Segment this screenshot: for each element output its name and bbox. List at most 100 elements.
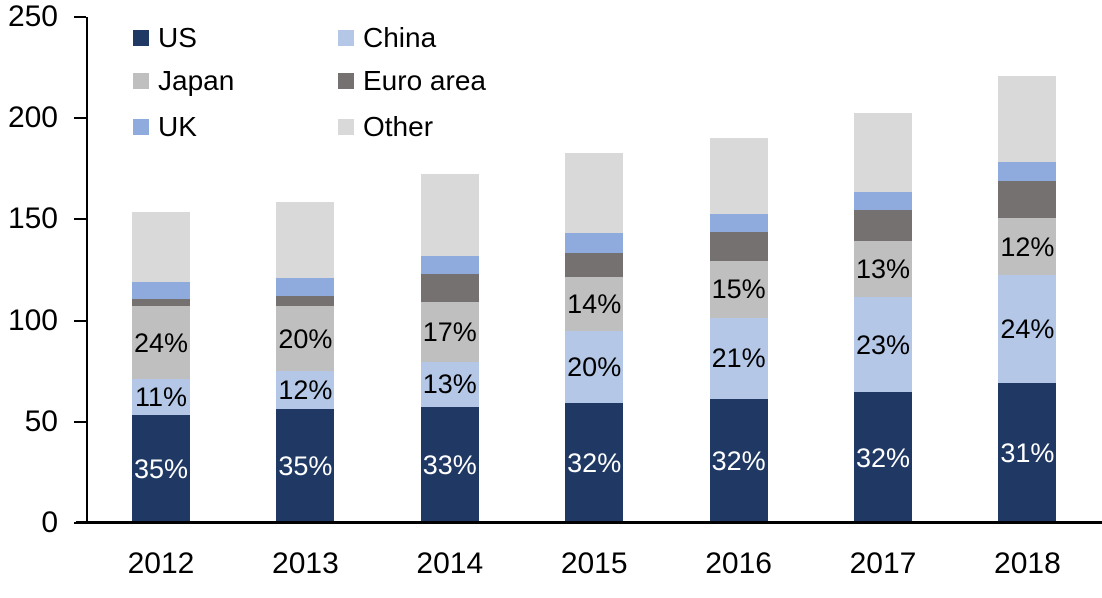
bar-segment-us-2017	[854, 392, 912, 523]
data-label-china-2015: 20%	[567, 351, 622, 382]
bar-segment-euro-area-2014	[420, 274, 479, 303]
x-axis-tick-label-2012: 2012	[127, 547, 195, 580]
data-label-japan-2016: 15%	[711, 274, 766, 305]
bar-segment-other-2014	[420, 173, 479, 256]
data-label-japan-2015: 14%	[567, 288, 622, 319]
bar-segment-us-2012	[132, 414, 190, 523]
bar-segment-uk-2015	[565, 232, 624, 253]
bar-2017	[854, 0, 912, 523]
x-axis-tick-label-2018: 2018	[994, 547, 1061, 580]
bar-segment-japan-2013	[276, 306, 335, 372]
bar-segment-china-2016	[709, 317, 768, 399]
chart-legend: US China Japan Euro area UK Other	[0, 0, 1102, 160]
legend-item-euro-area: Euro area	[338, 66, 558, 103]
x-axis-tick-label-2014: 2014	[416, 547, 484, 580]
bar-segment-china-2018	[998, 275, 1057, 384]
other-legend-swatch-icon	[338, 119, 354, 135]
data-label-us-2018: 31%	[1000, 438, 1055, 469]
bar-segment-uk-2013	[276, 278, 335, 297]
data-label-us-2015: 32%	[567, 447, 622, 478]
euro-area-legend-swatch-icon	[338, 73, 354, 89]
bar-segment-uk-2016	[709, 214, 768, 232]
x-axis-tick-label-2017: 2017	[849, 547, 917, 580]
bar-segment-japan-2015	[565, 277, 624, 331]
y-axis-line	[86, 17, 88, 523]
bar-segment-uk-2018	[998, 161, 1057, 181]
bar-2018	[998, 0, 1057, 523]
japan-legend-swatch-icon	[133, 73, 149, 89]
y-axis-tick	[74, 117, 86, 120]
data-label-japan-2017: 13%	[855, 253, 911, 284]
bar-segment-other-2015	[565, 152, 624, 233]
bar-2012	[132, 0, 190, 523]
data-label-us-2013: 35%	[278, 450, 333, 481]
data-label-us-2016: 32%	[711, 445, 766, 476]
data-label-us-2012: 35%	[133, 453, 189, 484]
data-label-china-2018: 24%	[1000, 314, 1055, 345]
bar-segment-other-2016	[709, 138, 768, 215]
bar-segment-euro-area-2018	[998, 180, 1057, 219]
data-label-japan-2014: 17%	[422, 317, 477, 348]
data-label-us-2014: 33%	[422, 449, 477, 480]
y-axis-tick	[74, 420, 86, 423]
y-axis-tick-label: 150	[7, 202, 58, 236]
bar-segment-us-2014	[420, 406, 479, 523]
bar-segment-china-2014	[420, 362, 479, 407]
legend-item-us: US	[133, 23, 353, 60]
bar-2013	[276, 0, 335, 523]
bar-segment-euro-area-2015	[565, 252, 624, 278]
x-axis-line	[76, 521, 1102, 524]
bar-2016	[709, 0, 768, 523]
bar-segment-us-2016	[709, 398, 768, 523]
y-axis-tick-label: 200	[7, 101, 58, 135]
bar-segment-china-2017	[854, 297, 912, 393]
y-axis-tick	[74, 16, 86, 18]
bar-segment-euro-area-2017	[854, 210, 912, 241]
bar-segment-euro-area-2016	[709, 231, 768, 261]
legend-item-china: China	[338, 23, 558, 60]
bar-segment-uk-2014	[420, 255, 479, 275]
legend-label-uk: UK	[158, 111, 197, 142]
x-axis-tick-label-2015: 2015	[560, 547, 628, 580]
us-legend-swatch-icon	[133, 30, 149, 46]
bar-segment-uk-2017	[854, 192, 912, 211]
y-axis-tick-label: 100	[7, 303, 58, 337]
bar-segment-japan-2017	[854, 240, 912, 298]
y-axis-tick	[74, 218, 86, 221]
bar-segment-other-2012	[132, 212, 190, 283]
bar-segment-japan-2014	[420, 302, 479, 363]
bar-segment-other-2018	[998, 75, 1057, 162]
bar-segment-euro-area-2012	[132, 299, 190, 307]
y-axis-tick	[74, 319, 86, 322]
data-label-japan-2013: 20%	[278, 323, 333, 354]
bar-segment-euro-area-2013	[276, 296, 335, 307]
legend-item-japan: Japan	[133, 66, 353, 103]
bar-segment-japan-2018	[998, 218, 1057, 276]
bar-segment-japan-2016	[709, 260, 768, 318]
bar-segment-us-2015	[565, 402, 624, 523]
x-axis-tick-label-2016: 2016	[705, 547, 772, 580]
legend-label-other: Other	[363, 111, 434, 142]
bar-segment-china-2012	[132, 379, 190, 415]
data-label-china-2017: 23%	[855, 329, 911, 360]
bar-segment-other-2017	[854, 113, 912, 193]
bar-segment-us-2018	[998, 383, 1057, 523]
legend-item-uk: UK	[133, 112, 353, 149]
bar-segment-uk-2012	[132, 282, 190, 300]
bar-2015	[565, 0, 624, 523]
uk-legend-swatch-icon	[133, 119, 149, 135]
legend-item-other: Other	[338, 112, 558, 149]
bar-segment-japan-2012	[132, 306, 190, 380]
data-label-china-2016: 21%	[711, 343, 766, 374]
bar-segment-us-2013	[276, 408, 335, 523]
bar-segment-china-2015	[565, 330, 624, 403]
y-axis-tick-label: 0	[41, 506, 58, 539]
data-label-china-2014: 13%	[422, 369, 477, 400]
data-label-japan-2018: 12%	[1000, 231, 1055, 262]
y-axis-tick-label: 250	[7, 0, 58, 33]
china-legend-swatch-icon	[338, 30, 354, 46]
bar-segment-china-2013	[276, 371, 335, 409]
legend-label-china: China	[363, 22, 437, 53]
